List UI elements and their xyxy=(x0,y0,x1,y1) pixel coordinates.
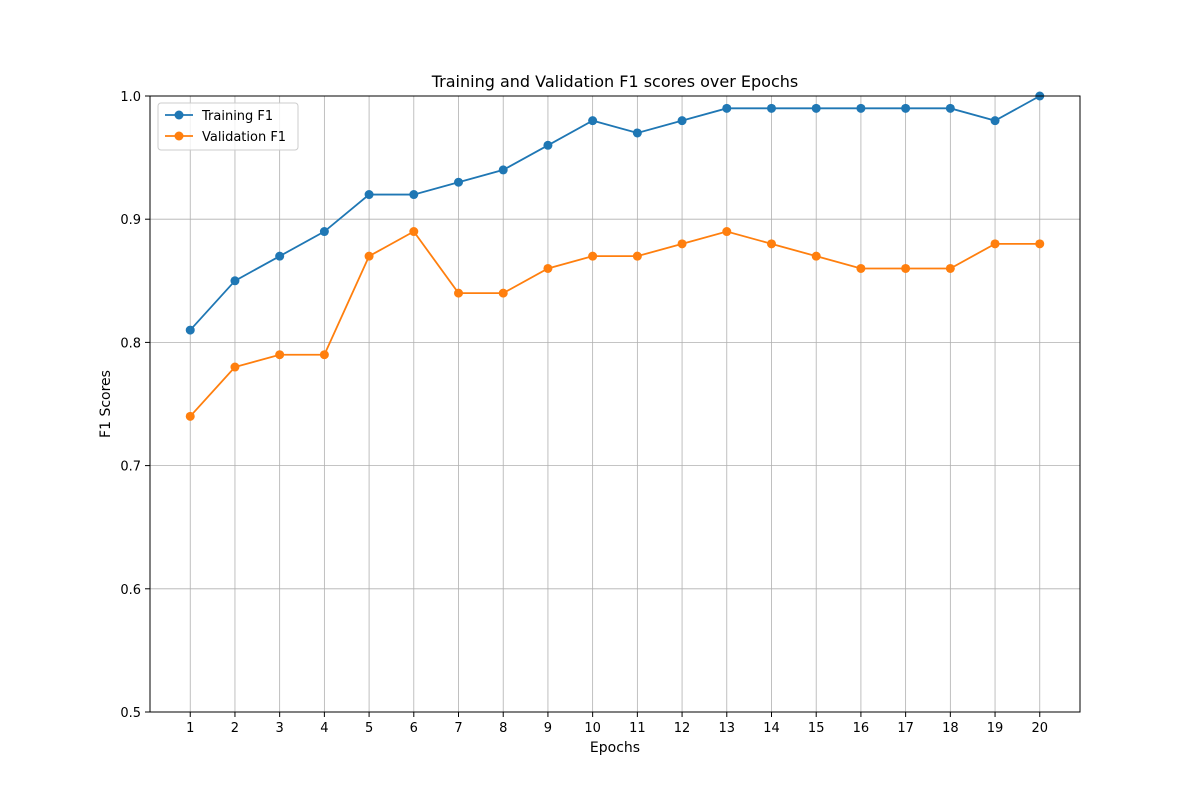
legend-item: Training F1 xyxy=(165,109,273,124)
data-point xyxy=(319,227,329,237)
data-point xyxy=(766,103,776,113)
data-point xyxy=(230,276,240,286)
y-tick-label: 0.9 xyxy=(120,213,141,228)
chart-title: Training and Validation F1 scores over E… xyxy=(431,72,798,91)
x-tick-label: 13 xyxy=(719,721,736,736)
series-line xyxy=(189,230,1040,417)
data-point xyxy=(275,251,285,261)
data-point xyxy=(498,165,508,175)
data-point xyxy=(945,103,955,113)
data-point xyxy=(1035,239,1045,249)
data-point xyxy=(990,116,1000,126)
x-tick-label: 1 xyxy=(186,721,194,736)
data-point xyxy=(945,263,955,273)
x-tick-label: 14 xyxy=(763,721,780,736)
x-tick-label: 8 xyxy=(499,721,507,736)
data-point xyxy=(901,263,911,273)
series-line xyxy=(189,95,1041,331)
y-axis-label: F1 Scores xyxy=(98,370,114,438)
y-tick-label: 0.7 xyxy=(120,460,141,475)
data-point xyxy=(275,350,285,360)
x-tick-label: 17 xyxy=(897,721,914,736)
data-point xyxy=(766,239,776,249)
x-tick-label: 16 xyxy=(853,721,870,736)
x-tick-label: 20 xyxy=(1031,721,1048,736)
series-layer xyxy=(185,91,1045,421)
legend-item: Validation F1 xyxy=(165,130,286,145)
data-point xyxy=(185,325,195,335)
legend-label: Training F1 xyxy=(201,109,273,124)
data-point xyxy=(543,140,553,150)
x-tick-label: 5 xyxy=(365,721,373,736)
x-tick-label: 12 xyxy=(674,721,691,736)
data-point xyxy=(498,288,508,298)
data-point xyxy=(722,227,732,237)
data-point xyxy=(454,177,464,187)
legend-marker xyxy=(174,131,184,141)
x-tick-label: 4 xyxy=(320,721,328,736)
data-point xyxy=(543,263,553,273)
x-tick-label: 6 xyxy=(410,721,418,736)
series-training xyxy=(185,91,1045,335)
data-point xyxy=(364,190,374,200)
series-validation xyxy=(185,227,1045,421)
data-point xyxy=(677,116,687,126)
legend-marker xyxy=(174,110,184,120)
y-tick-label: 1.0 xyxy=(120,90,141,105)
data-point xyxy=(185,411,195,421)
x-tick-label: 11 xyxy=(629,721,646,736)
x-axis-label: Epochs xyxy=(590,740,640,756)
data-point xyxy=(632,251,642,261)
x-tick-label: 7 xyxy=(454,721,462,736)
data-point xyxy=(901,103,911,113)
data-point xyxy=(632,128,642,138)
data-point xyxy=(856,263,866,273)
data-point xyxy=(230,362,240,372)
data-point xyxy=(319,350,329,360)
data-point xyxy=(364,251,374,261)
x-tick-label: 10 xyxy=(584,721,601,736)
x-tick-label: 9 xyxy=(544,721,552,736)
y-tick-label: 0.8 xyxy=(120,336,141,351)
y-tick-label: 0.6 xyxy=(120,583,141,598)
legend: Training F1 Validation F1 xyxy=(157,102,299,151)
plot-frame xyxy=(149,95,1081,713)
data-point xyxy=(409,227,419,237)
x-tick-label: 15 xyxy=(808,721,825,736)
data-point xyxy=(856,103,866,113)
data-point xyxy=(409,190,419,200)
x-tick-label: 3 xyxy=(276,721,284,736)
legend-label: Validation F1 xyxy=(202,130,286,145)
x-tick-label: 18 xyxy=(942,721,959,736)
axes: 1 2 3 4 5 6 7 8 9 10 11 12 13 14 15 16 17 18 19 200.50.60.7… xyxy=(120,90,1048,736)
y-tick-label: 0.5 xyxy=(120,706,141,721)
x-tick-label: 19 xyxy=(987,721,1004,736)
data-point xyxy=(677,239,687,249)
x-tick-label: 2 xyxy=(231,721,239,736)
data-point xyxy=(454,288,464,298)
data-point xyxy=(588,116,598,126)
data-point xyxy=(811,251,821,261)
data-point xyxy=(990,239,1000,249)
data-point xyxy=(722,103,732,113)
data-point xyxy=(811,103,821,113)
data-point xyxy=(588,251,598,261)
